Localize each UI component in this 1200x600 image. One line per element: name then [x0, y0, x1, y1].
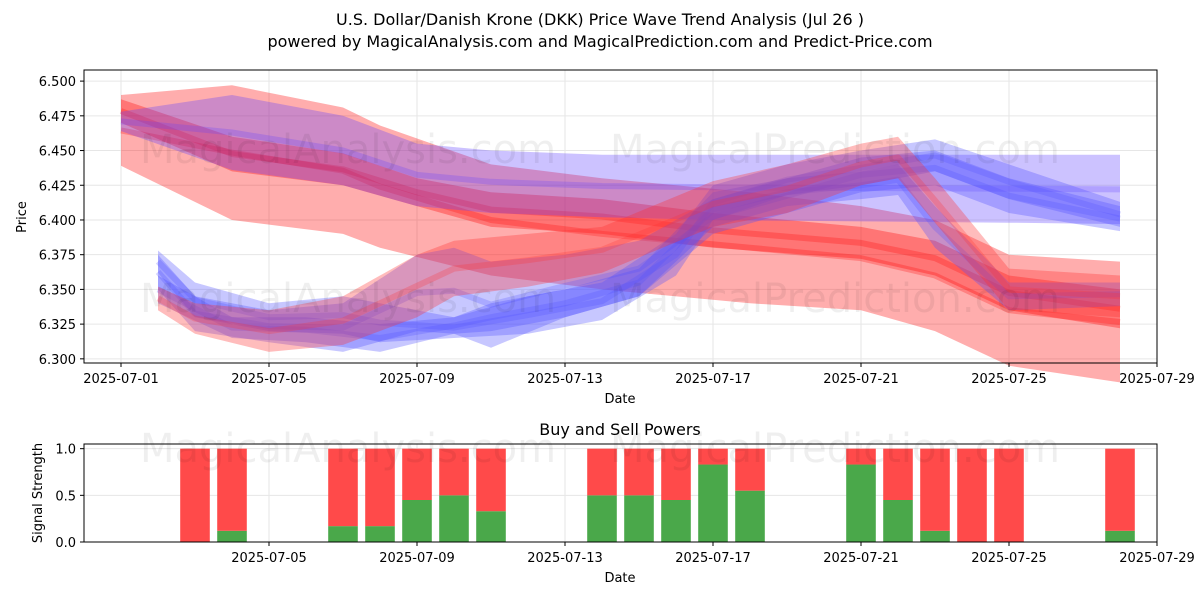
price-x-tick-label: 2025-07-13	[527, 372, 603, 387]
sell-bar	[661, 448, 691, 500]
wave-band-short-wave-blue-3	[158, 150, 1120, 352]
watermark-analysis-top: MagicalAnalysis.com	[140, 127, 556, 173]
wave-core-short-wave-blue-2	[156, 176, 1121, 341]
power-x-tick-label: 2025-07-05	[231, 551, 307, 566]
buy-bar	[328, 526, 358, 542]
price-y-axis-label: Price	[15, 201, 30, 233]
sell-bar	[365, 448, 395, 527]
sell-bar	[957, 448, 987, 542]
power-chart-title: Buy and Sell Powers	[539, 420, 701, 439]
sell-bar	[439, 448, 469, 496]
power-y-tick-label: 0.5	[55, 489, 76, 504]
watermark-analysis-middle: MagicalAnalysis.com	[140, 276, 556, 322]
watermark-analysis-bottom: MagicalAnalysis.com	[140, 426, 556, 472]
price-plot-area	[84, 70, 1157, 363]
price-y-tick-label: 6.300	[39, 353, 76, 368]
power-x-tick-label: 2025-07-09	[379, 551, 455, 566]
wave-band-long-wave-red-1	[121, 85, 1120, 383]
price-wave-bands	[119, 85, 1121, 383]
price-x-axis-label: Date	[604, 392, 635, 407]
price-y-tick-label: 6.325	[39, 318, 76, 333]
buy-bar	[439, 495, 469, 542]
buy-bar	[698, 464, 728, 542]
price-y-tick-label: 6.475	[39, 110, 76, 125]
price-y-tick-label: 6.350	[39, 283, 76, 298]
buy-bar	[1105, 530, 1135, 542]
wave-band-short-wave-red-1	[158, 136, 1120, 352]
sell-bar	[735, 448, 765, 491]
power-x-tick-label: 2025-07-17	[675, 551, 751, 566]
sell-bar	[994, 448, 1024, 542]
price-x-tick-label: 2025-07-01	[83, 372, 159, 387]
price-x-tick-label: 2025-07-05	[231, 372, 307, 387]
buy-bar	[920, 530, 950, 542]
sell-bar	[402, 448, 432, 500]
wave-core-short-wave-blue-1	[155, 152, 1121, 331]
buy-bar	[476, 511, 506, 542]
power-y-axis-label: Signal Strength	[31, 443, 46, 543]
sell-bar	[920, 448, 950, 531]
sell-bar	[883, 448, 913, 500]
sell-bar	[846, 448, 876, 465]
power-x-tick-label: 2025-07-21	[823, 551, 899, 566]
buy-bar	[402, 500, 432, 542]
wave-band-long-wave-purple	[121, 95, 1120, 225]
power-y-tick-label: 1.0	[55, 443, 76, 458]
price-y-tick-label: 6.500	[39, 75, 76, 90]
sell-bar	[328, 448, 358, 527]
buy-bar	[661, 500, 691, 542]
chart-title: U.S. Dollar/Danish Krone (DKK) Price Wav…	[336, 10, 864, 29]
wave-band-short-wave-blue-1	[158, 139, 1120, 343]
sell-bar	[698, 448, 728, 465]
buy-bar	[624, 495, 654, 542]
watermark-prediction-bottom: MagicalPrediction.com	[610, 426, 1060, 472]
buy-bar	[735, 490, 765, 542]
price-x-tick-label: 2025-07-21	[823, 372, 899, 387]
watermark-prediction-middle: MagicalPrediction.com	[610, 276, 1060, 322]
wave-core-short-wave-red-1	[156, 154, 1121, 335]
price-x-tick-label: 2025-07-25	[971, 372, 1047, 387]
power-chart-panel: Buy and Sell Powers MagicalAnalysis.com …	[31, 420, 1195, 586]
price-x-tick-label: 2025-07-17	[675, 372, 751, 387]
buy-bar	[587, 495, 617, 542]
power-x-tick-label: 2025-07-13	[527, 551, 603, 566]
price-x-ticks: 2025-07-01 2025-07-05 2025-07-09 2025-07-13…	[83, 363, 1195, 387]
sell-bar	[476, 448, 506, 512]
sell-bar	[180, 448, 210, 542]
buy-bar	[365, 526, 395, 542]
power-x-tick-label: 2025-07-29	[1119, 551, 1195, 566]
price-y-tick-label: 6.400	[39, 214, 76, 229]
power-x-ticks: 2025-07-05 2025-07-09 2025-07-13 2025-07-17…	[231, 542, 1195, 566]
wave-core-long-wave-purple	[120, 118, 1121, 193]
sell-bar	[587, 448, 617, 496]
sell-bar	[217, 448, 247, 531]
power-x-axis-label: Date	[604, 571, 635, 586]
chart-subtitle: powered by MagicalAnalysis.com and Magic…	[267, 32, 932, 51]
price-chart-panel: MagicalAnalysis.com MagicalPrediction.co…	[15, 69, 1195, 407]
wave-band-short-wave-blue-2	[158, 164, 1120, 352]
power-x-tick-label: 2025-07-25	[971, 551, 1047, 566]
buy-bar	[846, 464, 876, 542]
sell-bar	[1105, 448, 1135, 531]
price-y-ticks: 6.300 6.325 6.350 6.375 6.400 6.425 6.450 6.475…	[39, 75, 84, 368]
power-y-ticks: 0.0 0.5 1.0	[55, 443, 84, 551]
price-y-tick-label: 6.375	[39, 249, 76, 264]
price-x-tick-label: 2025-07-09	[379, 372, 455, 387]
buy-bar	[883, 500, 913, 542]
power-bars	[180, 448, 1135, 542]
price-x-tick-label: 2025-07-29	[1119, 372, 1195, 387]
price-y-tick-label: 6.425	[39, 179, 76, 194]
wave-core-short-wave-blue-3	[155, 164, 1121, 331]
sell-bar	[624, 448, 654, 496]
price-y-tick-label: 6.450	[39, 145, 76, 160]
price-axes-frame	[83, 69, 1158, 364]
wave-core-long-wave-red-2	[119, 108, 1121, 312]
buy-bar	[217, 530, 247, 542]
power-y-tick-label: 0.0	[55, 536, 76, 551]
watermark-prediction-top: MagicalPrediction.com	[610, 127, 1060, 173]
wave-band-long-wave-red-2	[121, 99, 1120, 329]
wave-core-long-wave-red-1	[120, 127, 1121, 325]
power-axes-frame	[83, 443, 1158, 543]
